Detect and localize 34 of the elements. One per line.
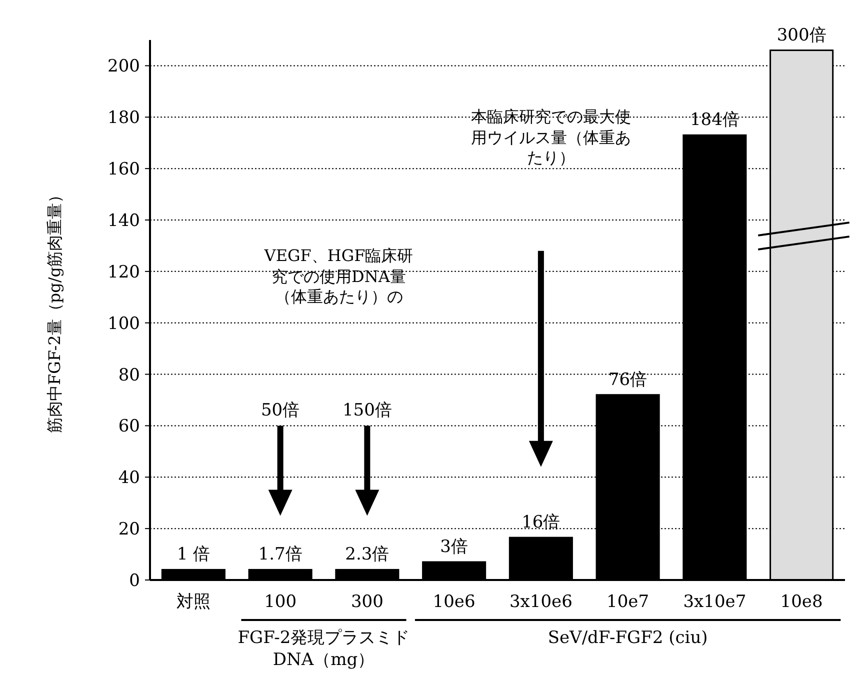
x-tick-label: 3x10e7 <box>683 592 746 612</box>
y-tick-label: 20 <box>118 520 140 540</box>
annotation: 76倍 <box>608 370 648 390</box>
annotation: 50倍 <box>260 400 300 421</box>
x-tick-label: 10e7 <box>606 592 650 612</box>
y-tick-label: 100 <box>108 314 140 334</box>
y-tick-label: 140 <box>108 211 140 231</box>
x-tick-label: 300 <box>350 592 384 612</box>
x-tick-label: 対照 <box>176 592 210 612</box>
annotation: 16倍 <box>522 512 560 533</box>
annotation: 300倍 <box>776 25 826 46</box>
y-tick-label: 180 <box>108 108 140 128</box>
y-axis-title: 筋肉中FGF-2量（pg/g筋肉重量） <box>45 187 64 433</box>
x-tick-label: 100 <box>264 592 297 612</box>
text: SeV/dF-FGF2 (ciu) <box>546 627 709 650</box>
annotation: 3倍 <box>440 537 468 557</box>
text: FGF-2発現プラスミドDNA（mg） <box>236 627 411 672</box>
y-tick-label: 160 <box>108 160 140 180</box>
annotation: 本臨床研究での最大使用ウイルス量（体重あたり） <box>470 106 632 170</box>
y-tick-label: 120 <box>108 262 140 282</box>
x-tick-label: 10e6 <box>432 592 476 612</box>
x-tick-label: 10e8 <box>780 592 823 612</box>
annotation: 150倍 <box>342 400 392 421</box>
y-tick-label: 0 <box>129 571 140 591</box>
y-tick-label: 200 <box>108 56 140 77</box>
y-tick-label: 80 <box>118 365 140 386</box>
annotation: VEGF、HGF臨床研究での使用DNA量（体重あたり）の <box>264 246 414 308</box>
annotation: 1.7倍 <box>258 544 302 565</box>
x-tick-label: 3x10e6 <box>509 592 572 612</box>
annotation: 184倍 <box>690 110 740 130</box>
annotation: 2.3倍 <box>345 544 390 565</box>
y-tick-label: 60 <box>118 416 140 437</box>
annotation: 1 倍 <box>176 544 210 565</box>
y-tick-label: 40 <box>118 468 140 488</box>
